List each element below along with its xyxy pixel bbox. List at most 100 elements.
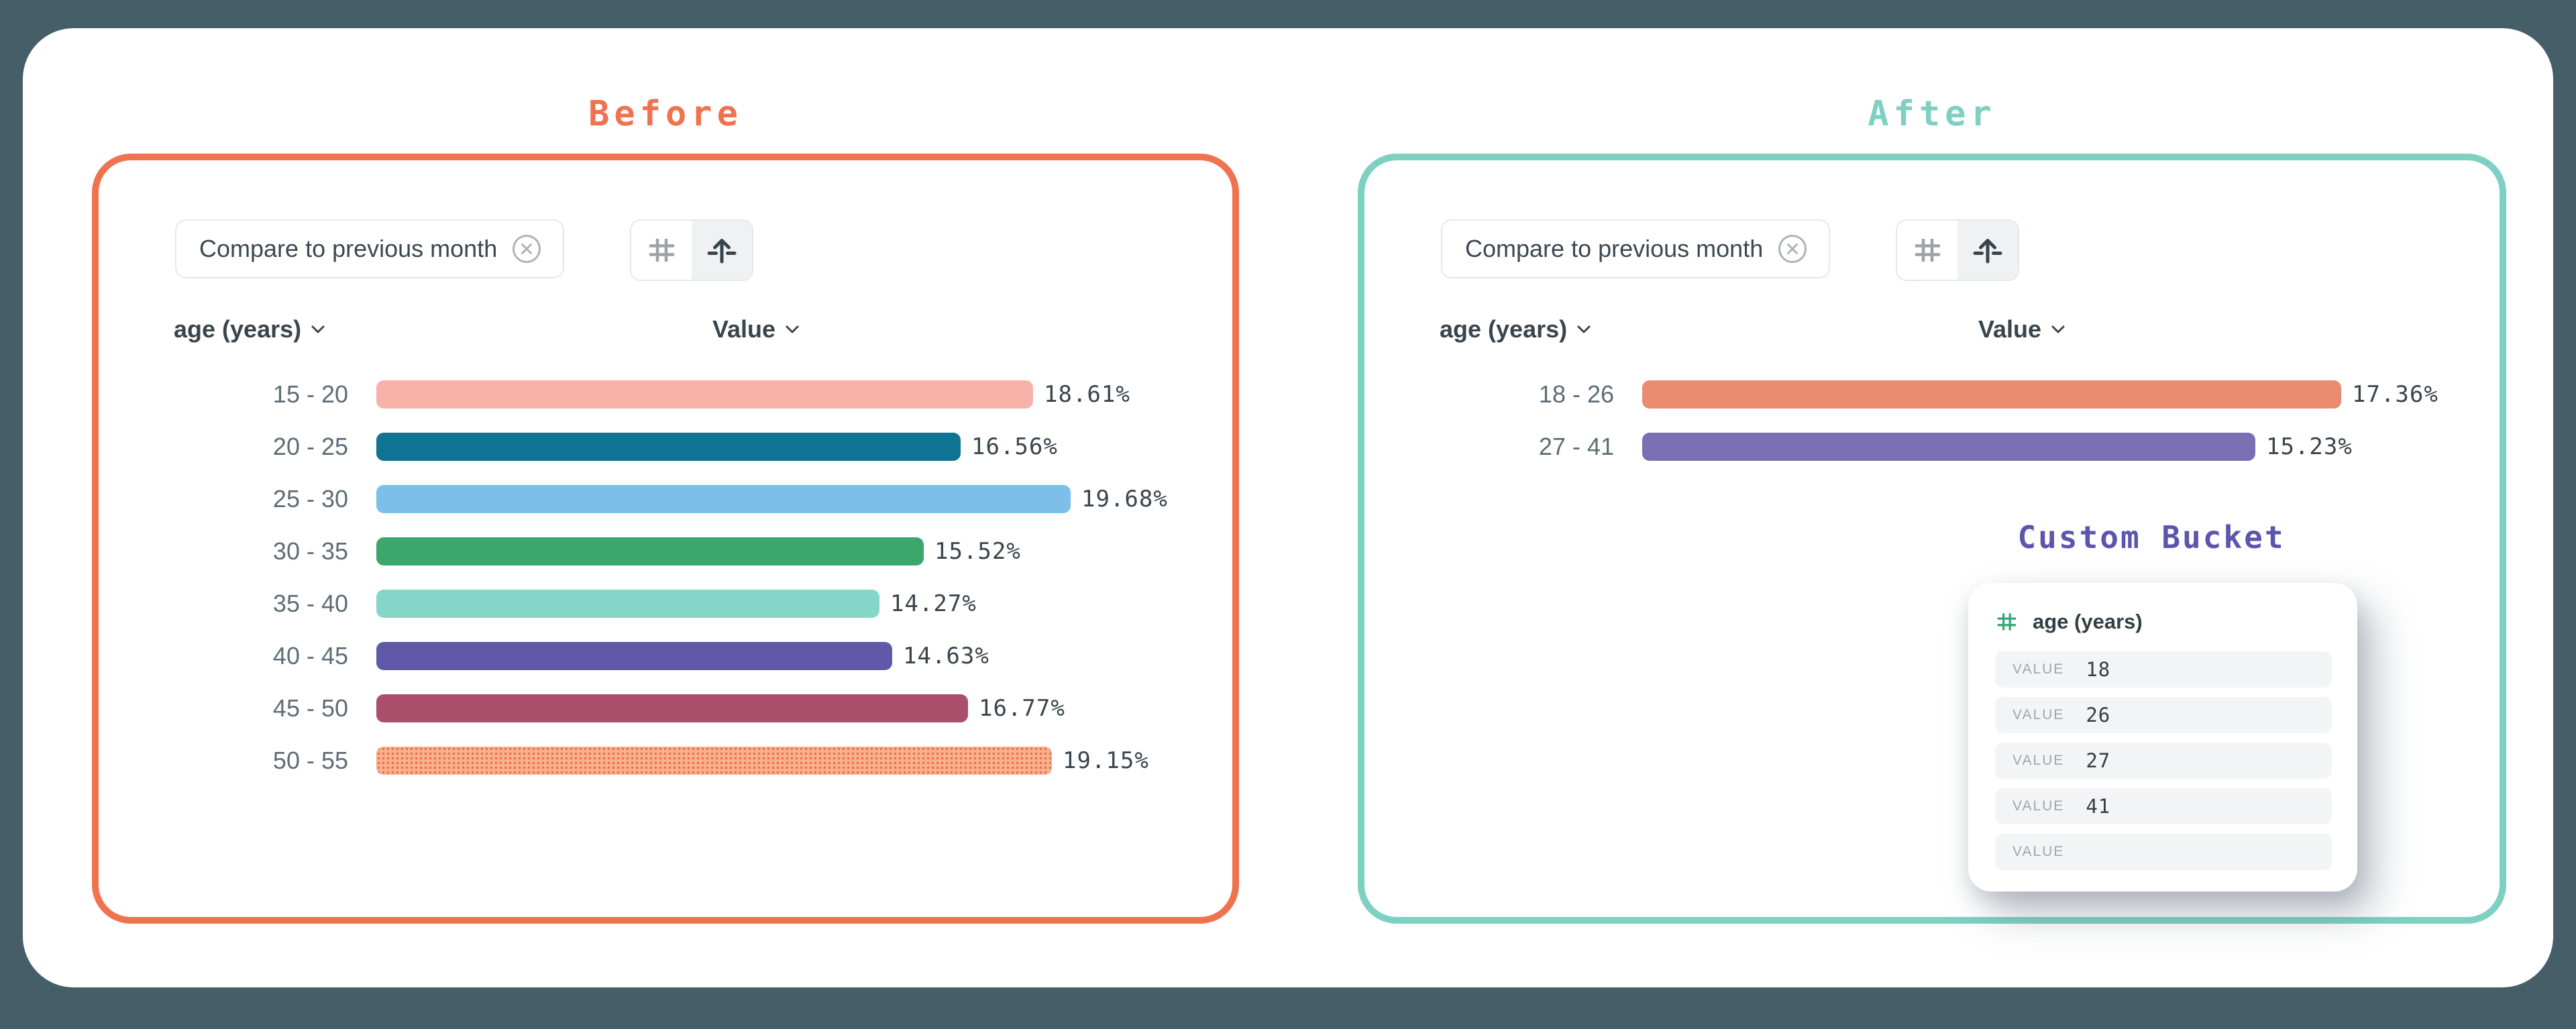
value-field-label: VALUE bbox=[2012, 844, 2065, 859]
after-panel: Compare to previous month bbox=[1358, 154, 2506, 924]
chevron-down-icon bbox=[2051, 325, 2065, 334]
bar[interactable] bbox=[376, 433, 961, 461]
number-mode-button[interactable] bbox=[631, 221, 692, 280]
bar-track: 14.63% bbox=[376, 642, 1232, 670]
value-field-label: VALUE bbox=[2012, 661, 2065, 677]
number-mode-button[interactable] bbox=[1897, 221, 1957, 280]
chart-row: 50 - 55 19.15% bbox=[99, 735, 1232, 787]
category-label: 45 - 50 bbox=[272, 694, 348, 722]
chart-row: 45 - 50 16.77% bbox=[99, 682, 1232, 735]
before-chart: 15 - 20 18.61% 20 - 25 16.56% 25 - 30 19… bbox=[99, 368, 1232, 787]
bucket-field-header: age (years) bbox=[1995, 607, 2332, 637]
main-card: Before Compare to previous month bbox=[23, 28, 2553, 987]
display-mode-toggle bbox=[1896, 219, 2019, 281]
value-field-label: VALUE bbox=[2012, 753, 2065, 768]
before-panel: Compare to previous month bbox=[92, 154, 1239, 924]
value-field-number: 18 bbox=[2086, 658, 2111, 681]
bar[interactable] bbox=[376, 537, 924, 565]
bar-value-label: 18.61% bbox=[1044, 381, 1130, 408]
bar[interactable] bbox=[376, 747, 1052, 775]
display-mode-toggle bbox=[630, 219, 753, 281]
after-chart: 18 - 26 17.36% 27 - 41 15.23% bbox=[1364, 368, 2500, 473]
bar[interactable] bbox=[376, 590, 879, 618]
bar[interactable] bbox=[376, 380, 1033, 409]
bar[interactable] bbox=[1642, 380, 2341, 409]
bucket-value-list: VALUE 18 VALUE 26 VALUE 27 VALUE 41 VALU… bbox=[1995, 651, 2332, 870]
bar-track: 16.56% bbox=[376, 433, 1232, 461]
chart-row: 15 - 20 18.61% bbox=[99, 368, 1232, 421]
chart-row: 25 - 30 19.68% bbox=[99, 473, 1232, 525]
bar-track: 19.68% bbox=[376, 485, 1232, 513]
category-label: 25 - 30 bbox=[272, 485, 348, 512]
bar-value-label: 19.15% bbox=[1063, 747, 1149, 774]
chart-mode-button[interactable] bbox=[692, 221, 752, 280]
bar-value-label: 19.68% bbox=[1081, 486, 1168, 512]
remove-filter-icon[interactable] bbox=[511, 233, 543, 265]
category-label: 40 - 45 bbox=[272, 642, 348, 669]
comparison-filter-chip[interactable]: Compare to previous month bbox=[175, 219, 565, 278]
hash-icon bbox=[1912, 235, 1943, 266]
bar-value-label: 16.56% bbox=[971, 433, 1058, 460]
chart-row: 18 - 26 17.36% bbox=[1364, 368, 2500, 421]
bucket-value-input[interactable]: VALUE 26 bbox=[1995, 697, 2332, 733]
bar-value-label: 14.27% bbox=[890, 590, 977, 617]
comparison-filter-chip[interactable]: Compare to previous month bbox=[1441, 219, 1831, 278]
comparison-filter-label: Compare to previous month bbox=[199, 235, 498, 262]
bar-track: 18.61% bbox=[376, 380, 1232, 409]
category-label: 20 - 25 bbox=[272, 433, 348, 460]
value-field-number: 27 bbox=[2086, 749, 2111, 772]
measure-column-header[interactable]: Value bbox=[622, 312, 890, 347]
bucket-field-name: age (years) bbox=[2033, 610, 2143, 633]
bar-track: 17.36% bbox=[1642, 380, 2500, 409]
value-field-label: VALUE bbox=[2012, 707, 2065, 722]
dimension-column-header[interactable]: age (years) bbox=[174, 312, 325, 347]
bar-value-label: 14.63% bbox=[903, 643, 989, 669]
hash-icon bbox=[646, 235, 677, 266]
category-label: 35 - 40 bbox=[272, 590, 348, 617]
category-label: 18 - 26 bbox=[1538, 380, 1614, 408]
measure-column-label: Value bbox=[712, 315, 776, 343]
bar[interactable] bbox=[1642, 433, 2255, 461]
before-title: Before bbox=[588, 94, 743, 134]
bar[interactable] bbox=[376, 642, 892, 670]
bar-value-label: 15.23% bbox=[2266, 433, 2353, 460]
chart-row: 30 - 35 15.52% bbox=[99, 525, 1232, 578]
chevron-down-icon bbox=[1576, 325, 1591, 334]
bar[interactable] bbox=[376, 694, 968, 722]
after-title: After bbox=[1868, 94, 1996, 134]
measure-column-label: Value bbox=[1978, 315, 2042, 343]
bar-track: 15.23% bbox=[1642, 433, 2500, 461]
arrow-up-icon bbox=[706, 235, 737, 266]
bucket-value-input[interactable]: VALUE 41 bbox=[1995, 788, 2332, 824]
hash-icon bbox=[1995, 610, 2018, 633]
category-label: 50 - 55 bbox=[272, 747, 348, 774]
chart-row: 40 - 45 14.63% bbox=[99, 630, 1232, 682]
category-label: 15 - 20 bbox=[272, 380, 348, 408]
bucket-value-input[interactable]: VALUE 18 bbox=[1995, 651, 2332, 688]
custom-bucket-title: Custom Bucket bbox=[2017, 519, 2286, 555]
comparison-filter-label: Compare to previous month bbox=[1465, 235, 1764, 262]
chart-row: 35 - 40 14.27% bbox=[99, 578, 1232, 630]
bucket-value-input[interactable]: VALUE bbox=[1995, 834, 2332, 870]
bucket-value-input[interactable]: VALUE 27 bbox=[1995, 743, 2332, 779]
arrow-up-icon bbox=[1972, 235, 2003, 266]
chart-mode-button[interactable] bbox=[1957, 221, 2018, 280]
category-label: 30 - 35 bbox=[272, 537, 348, 565]
bar-value-label: 15.52% bbox=[934, 538, 1021, 565]
bar-track: 15.52% bbox=[376, 537, 1232, 565]
bar[interactable] bbox=[376, 485, 1071, 513]
chart-row: 27 - 41 15.23% bbox=[1364, 421, 2500, 473]
value-field-number: 26 bbox=[2086, 704, 2111, 726]
remove-filter-icon[interactable] bbox=[1776, 233, 1809, 265]
dimension-column-label: age (years) bbox=[1440, 315, 1568, 343]
category-label: 27 - 41 bbox=[1538, 433, 1614, 460]
bar-track: 16.77% bbox=[376, 694, 1232, 722]
dimension-column-header[interactable]: age (years) bbox=[1440, 312, 1591, 347]
bar-value-label: 16.77% bbox=[979, 695, 1065, 722]
bar-value-label: 17.36% bbox=[2352, 381, 2438, 408]
measure-column-header[interactable]: Value bbox=[1888, 312, 2156, 347]
custom-bucket-popup: age (years) VALUE 18 VALUE 26 VALUE 27 V… bbox=[1968, 583, 2357, 891]
chevron-down-icon bbox=[311, 325, 325, 334]
bar-track: 19.15% bbox=[376, 747, 1232, 775]
